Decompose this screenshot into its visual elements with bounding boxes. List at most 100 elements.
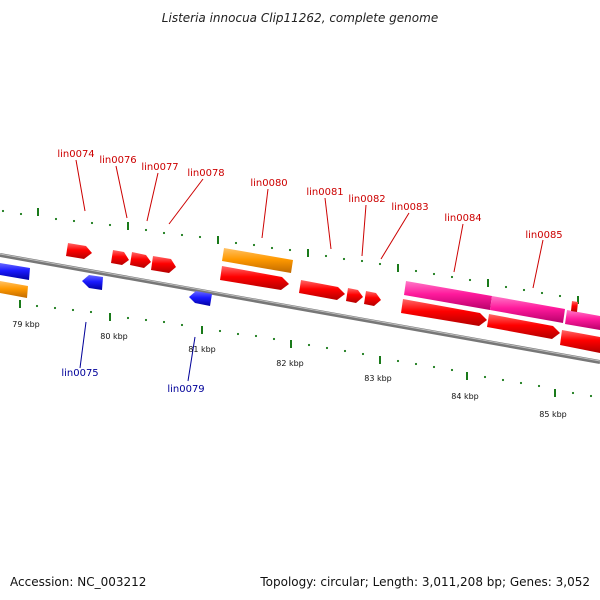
scale-label-85kbp: 85 kbp <box>539 410 567 419</box>
scale-label-79kbp: 79 kbp <box>12 320 40 329</box>
scale-label-80kbp: 80 kbp <box>100 332 128 341</box>
tick-minor <box>218 329 222 333</box>
tick-minor <box>270 246 274 250</box>
label-lin0078: lin0078 <box>187 168 224 179</box>
tick-minor <box>519 381 523 385</box>
gene-lin0076[interactable] <box>111 250 129 265</box>
tick-minor <box>144 228 148 232</box>
tick-minor <box>198 235 202 239</box>
gene-fragment[interactable] <box>571 301 578 312</box>
tick-minor <box>19 212 23 216</box>
gene-lin0074[interactable] <box>66 243 92 259</box>
genome-backbone-highlight <box>0 253 600 362</box>
tick-minor <box>234 241 238 245</box>
tick-minor <box>325 346 329 350</box>
tick-minor <box>1 209 5 213</box>
tick-minor <box>540 291 544 295</box>
label-lin0081: lin0081 <box>306 187 343 198</box>
tick-minor <box>450 275 454 279</box>
gene-lin0077[interactable] <box>130 252 151 268</box>
tick-minor <box>378 262 382 266</box>
tick-minor <box>252 243 256 247</box>
genome-backbone <box>0 253 600 364</box>
tick-minor <box>324 254 328 258</box>
gene-lin0085[interactable] <box>490 296 565 323</box>
label-lin0077: lin0077 <box>141 162 178 173</box>
scale-label-82kbp: 82 kbp <box>276 359 304 368</box>
tick-minor <box>432 272 436 276</box>
tick-minor <box>162 231 166 235</box>
gene-left-orange[interactable] <box>0 281 28 298</box>
scale-label-84kbp: 84 kbp <box>451 392 479 401</box>
gene-label-leaders <box>75 159 544 382</box>
leader-lin0077 <box>146 172 159 222</box>
leader-lin0080 <box>261 188 269 239</box>
tick-minor <box>571 391 575 395</box>
tick-minor <box>396 359 400 363</box>
gene-lin0079[interactable] <box>189 291 212 306</box>
tick-minor <box>361 352 365 356</box>
gene-labels: lin0074 lin0075 lin0076 lin0077 lin0078 … <box>57 149 562 395</box>
scale-label-83kbp: 83 kbp <box>364 374 392 383</box>
gene-next[interactable] <box>565 310 600 330</box>
leader-lin0085 <box>532 239 544 289</box>
leader-lin0074 <box>75 159 86 212</box>
label-lin0079: lin0079 <box>167 384 204 395</box>
gene-lin0080[interactable] <box>222 248 293 273</box>
label-lin0076: lin0076 <box>99 155 136 166</box>
leader-lin0079 <box>187 336 196 382</box>
tick-minor <box>537 384 541 388</box>
tick-minor <box>272 337 276 341</box>
label-lin0082: lin0082 <box>348 194 385 205</box>
gene-lin0075[interactable] <box>82 275 103 290</box>
tick-minor <box>53 306 57 310</box>
label-lin0085: lin0085 <box>525 230 562 241</box>
tick-minor <box>414 362 418 366</box>
gene-lin0081[interactable] <box>299 280 345 300</box>
label-lin0075: lin0075 <box>61 368 98 379</box>
gene-lin0083[interactable] <box>364 291 381 306</box>
gene-lin0080-cds[interactable] <box>220 266 289 290</box>
tick-minor <box>180 233 184 237</box>
label-lin0084: lin0084 <box>444 213 481 224</box>
tick-minor <box>360 259 364 263</box>
gene-lin0084-cds[interactable] <box>401 299 487 326</box>
tick-minor <box>108 223 112 227</box>
lower-tick-track <box>19 300 593 398</box>
tick-minor <box>72 219 76 223</box>
upper-tick-track <box>1 208 579 304</box>
gene-lin0084[interactable] <box>404 281 492 310</box>
gene-left-blue[interactable] <box>0 263 30 280</box>
tick-minor <box>414 269 418 273</box>
label-lin0074: lin0074 <box>57 149 94 160</box>
tick-minor <box>450 368 454 372</box>
scale-label-81kbp: 81 kbp <box>188 345 216 354</box>
tick-minor <box>483 375 487 379</box>
leader-lin0075 <box>79 321 87 369</box>
leader-lin0078 <box>168 178 204 225</box>
tick-minor <box>558 294 562 298</box>
accession-text: Accession: NC_003212 <box>10 575 146 589</box>
forward-strand-genes <box>66 243 600 353</box>
tick-minor <box>254 334 258 338</box>
tick-minor <box>589 394 593 398</box>
tick-minor <box>126 316 130 320</box>
leader-lin0076 <box>115 165 128 219</box>
tick-minor <box>288 248 292 252</box>
gene-next-cds[interactable] <box>560 330 600 353</box>
gene-lin0085-cds[interactable] <box>487 314 560 339</box>
leader-lin0084 <box>453 223 464 273</box>
reverse-strand-genes <box>0 263 212 306</box>
gene-lin0078[interactable] <box>151 256 176 273</box>
label-lin0083: lin0083 <box>391 202 428 213</box>
tick-minor <box>343 349 347 353</box>
tick-minor <box>35 304 39 308</box>
tick-minor <box>180 323 184 327</box>
tick-minor <box>54 217 58 221</box>
scale-labels: 79 kbp 80 kbp 81 kbp 82 kbp 83 kbp 84 kb… <box>12 320 567 419</box>
tick-minor <box>342 257 346 261</box>
tick-minor <box>432 365 436 369</box>
gene-lin0082[interactable] <box>346 288 363 303</box>
tick-minor <box>307 343 311 347</box>
